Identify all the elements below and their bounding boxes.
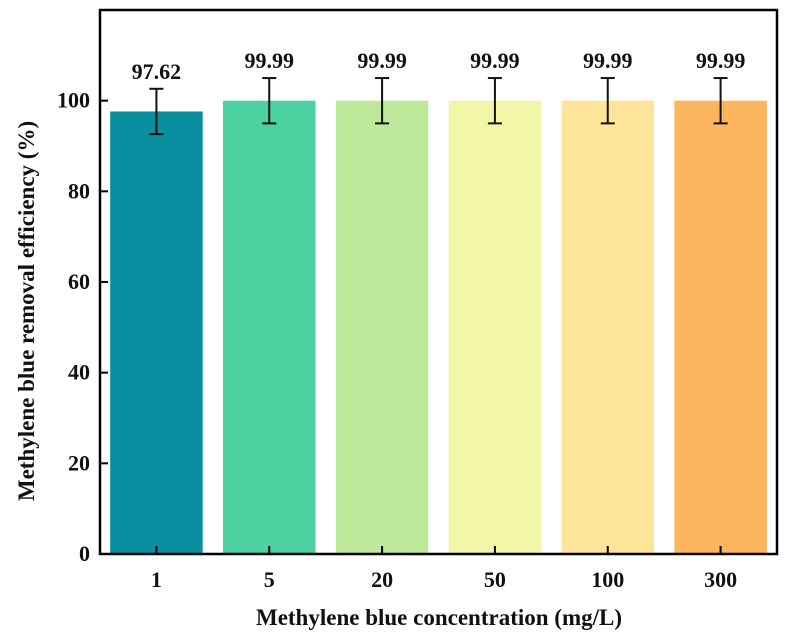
data-label: 99.99	[470, 48, 520, 73]
y-tick-label: 20	[68, 450, 90, 475]
x-tick-label: 20	[371, 567, 393, 592]
data-label: 99.99	[696, 48, 746, 73]
y-axis-title: Methylene blue removal efficiency (%)	[14, 121, 39, 501]
y-tick-label: 40	[68, 360, 90, 385]
plot-area: 0 20 40 60 80 100 97.62 1 99.99 5 99.99 20 99.99 50 99…	[57, 48, 767, 592]
plot-frame	[98, 8, 779, 556]
bar	[674, 100, 767, 554]
y-tick-label: 80	[68, 178, 90, 203]
y-tick-label: 100	[57, 88, 90, 113]
x-tick-label: 5	[264, 567, 275, 592]
bar	[448, 100, 542, 554]
x-tick-label: 50	[484, 567, 506, 592]
x-tick-label: 300	[704, 567, 737, 592]
x-axis-title: Methylene blue concentration (mg/L)	[256, 605, 622, 630]
data-label: 99.99	[245, 48, 295, 73]
data-label: 99.99	[357, 48, 407, 73]
data-label: 97.62	[132, 59, 182, 84]
bar	[222, 100, 316, 554]
bar	[110, 111, 203, 555]
bar	[561, 100, 655, 554]
x-tick-label: 1	[151, 567, 162, 592]
y-tick-label: 60	[68, 269, 90, 294]
y-tick-label: 0	[79, 541, 90, 566]
x-tick-label: 100	[591, 567, 624, 592]
bar	[335, 100, 429, 554]
data-label: 99.99	[583, 48, 633, 73]
